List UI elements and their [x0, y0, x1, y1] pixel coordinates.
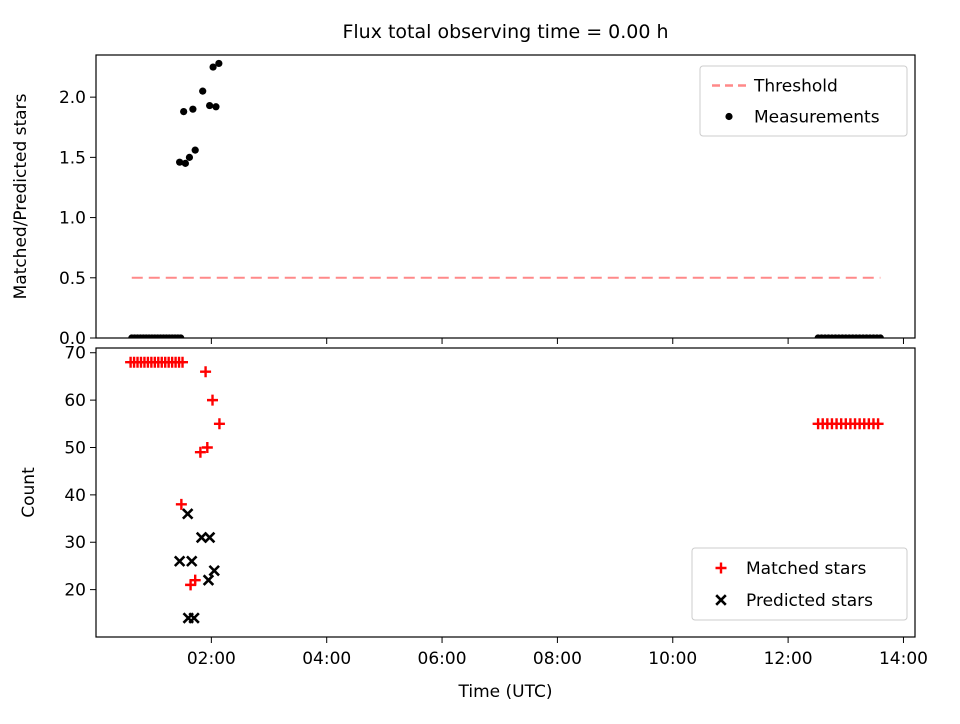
y-tick-label: 0.0	[59, 329, 86, 349]
data-point	[209, 63, 217, 71]
data-point	[186, 555, 198, 567]
data-point	[185, 153, 194, 161]
legend-label: Predicted stars	[746, 591, 873, 611]
data-point	[181, 159, 189, 167]
data-point	[207, 394, 219, 406]
y-tick-label: 30	[64, 533, 86, 553]
data-point	[194, 446, 206, 458]
y-axis-label: Count	[19, 467, 39, 518]
legend-label: Threshold	[753, 77, 838, 97]
data-point	[177, 334, 185, 338]
y-tick-label: 2.0	[59, 88, 86, 108]
legend-marker	[725, 112, 733, 121]
plot-area	[128, 59, 884, 338]
data-point	[200, 366, 212, 378]
data-point	[180, 108, 188, 116]
plot-area	[125, 356, 884, 624]
y-tick-label: 1.0	[59, 209, 86, 229]
legend-box	[699, 65, 908, 137]
data-point	[189, 105, 197, 113]
axes-frame	[95, 347, 916, 638]
y-tick-label: 40	[64, 486, 86, 506]
legend-label: Measurements	[754, 108, 880, 128]
y-tick-label: 1.5	[59, 148, 86, 168]
legend: Threshold Measurements	[699, 65, 908, 137]
data-point	[876, 334, 884, 338]
axes-1: 20 30 40 50 60 70 02:00 04:00 06:00 08:00 10:00 12:…	[19, 344, 928, 702]
chart-title: Flux total observing time = 0.00 h	[342, 21, 668, 43]
data-point	[215, 59, 223, 68]
data-point	[213, 418, 225, 430]
data-point	[201, 441, 213, 453]
x-tick-label: 10:00	[648, 649, 697, 669]
data-point	[872, 418, 884, 430]
axes-frame	[95, 54, 916, 339]
data-point	[176, 158, 184, 166]
series-matched-stars	[125, 356, 884, 591]
axes-0: 0.0 0.5 1.0 1.5 2.0 Matched/Predicted stars Th…	[11, 54, 916, 349]
data-point	[212, 103, 220, 111]
series-predicted-stars	[173, 508, 220, 624]
data-point	[173, 555, 186, 567]
x-axis-label: Time (UTC)	[458, 682, 553, 702]
data-point	[175, 498, 187, 510]
legend-marker	[715, 562, 727, 574]
data-point	[199, 87, 207, 95]
x-tick-label: 12:00	[764, 649, 813, 669]
data-point	[181, 508, 194, 520]
legend-box	[691, 547, 908, 621]
y-tick-label: 50	[64, 438, 86, 458]
series-measurements	[128, 59, 884, 338]
data-point	[189, 574, 201, 586]
x-tick-label: 04:00	[302, 649, 351, 669]
data-point	[177, 356, 189, 368]
y-tick-label: 20	[64, 581, 86, 601]
y-axis-label: Matched/Predicted stars	[11, 93, 31, 299]
x-tick-label: 08:00	[533, 649, 582, 669]
legend: Matched stars Predicted stars	[691, 547, 908, 621]
data-point	[188, 612, 200, 624]
y-tick-label: 60	[64, 391, 86, 411]
y-tick-label: 0.5	[59, 269, 86, 289]
legend-label: Matched stars	[746, 559, 866, 579]
x-tick-label: 14:00	[879, 649, 928, 669]
data-point	[202, 574, 215, 586]
data-point	[203, 531, 216, 544]
data-point	[208, 564, 220, 577]
y-tick-label: 70	[64, 344, 86, 364]
data-point	[206, 101, 214, 110]
data-point	[191, 146, 199, 154]
x-tick-label: 02:00	[187, 649, 236, 669]
legend-marker	[715, 594, 727, 606]
x-tick-label: 06:00	[418, 649, 467, 669]
